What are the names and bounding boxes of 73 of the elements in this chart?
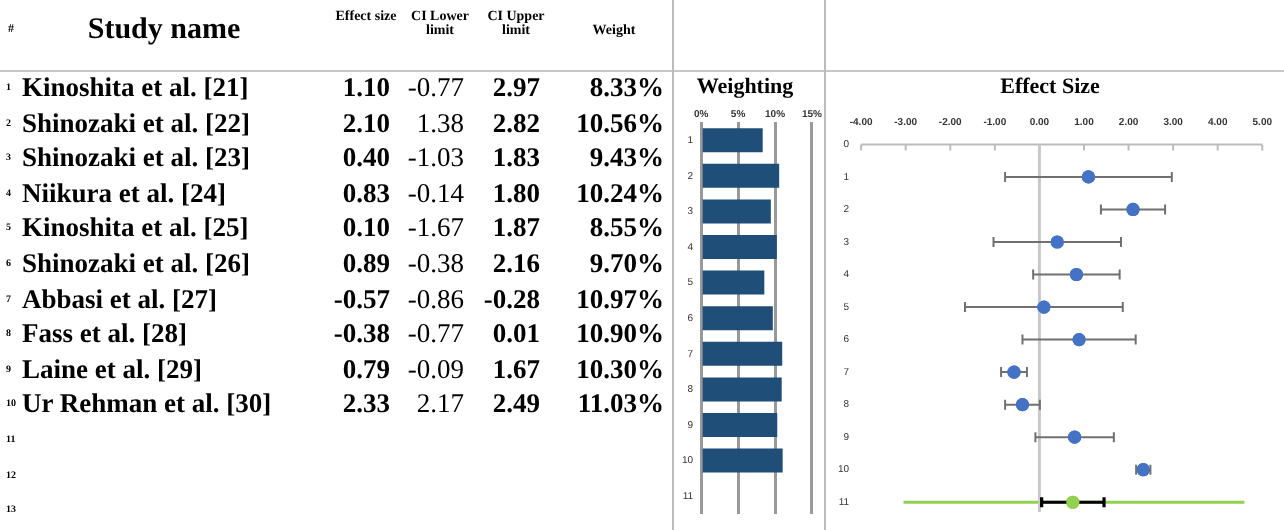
y-axis-title: Study name [85, 14, 243, 46]
y-tick-label: Shinozaki et al. [26] [22, 248, 251, 278]
data-label: 1.80 [492, 177, 540, 208]
bar [702, 128, 763, 153]
bar [702, 199, 771, 224]
data-label: -0.77 [407, 318, 464, 349]
bar [702, 234, 777, 260]
data-label: 2.10 [342, 107, 390, 138]
data-label: 10.30% [576, 353, 664, 384]
data-label: 1.67 [492, 353, 540, 384]
y-tick-label: Shinozaki et al. [23] [22, 142, 251, 173]
data-label: 10.24% [576, 177, 664, 208]
data-label: 0.89 [342, 248, 390, 278]
y-tick-label: Fass et al. [28] [22, 318, 187, 349]
point [1007, 365, 1021, 379]
chart-title: Weighting [696, 74, 795, 99]
data-label: 1.10 [342, 72, 390, 102]
data-label: 0.40 [342, 142, 390, 173]
data-label: 0.10 [342, 212, 390, 243]
data-label: 1.38 [416, 107, 464, 138]
data-label: -0.14 [407, 177, 464, 208]
data-label: 10.56% [576, 107, 664, 138]
point [1068, 430, 1082, 444]
data-label: 2.97 [492, 72, 540, 102]
data-label: 9.43% [589, 142, 664, 173]
chart-title: Effect Size [1000, 74, 1101, 99]
y-tick-label: Laine et al. [29] [22, 353, 202, 384]
point [1066, 495, 1080, 509]
data-label: 1.83 [492, 142, 540, 173]
data-label: 2.17 [416, 388, 464, 419]
data-label: 0.01 [492, 318, 540, 349]
bar [702, 270, 765, 295]
point [1126, 202, 1140, 217]
point [1081, 170, 1096, 184]
data-label: -1.67 [407, 212, 464, 243]
bar [702, 412, 778, 438]
bar [702, 306, 773, 331]
y-tick-label: Abbasi et al. [27] [22, 283, 217, 314]
data-label: 8.33% [589, 72, 664, 102]
data-label: 2.33 [342, 388, 390, 419]
data-label: 8.55% [589, 212, 664, 243]
data-label: -0.28 [483, 283, 540, 314]
data-label: -0.86 [407, 283, 464, 314]
point [1050, 235, 1064, 249]
data-label: -0.38 [333, 318, 390, 349]
point [1072, 332, 1086, 347]
data-label: 0.79 [342, 353, 390, 384]
data-label: 2.82 [492, 107, 540, 138]
data-label: -0.09 [407, 353, 464, 384]
y-tick-label: Kinoshita et al. [21] [22, 72, 249, 102]
point [1037, 300, 1051, 314]
bar [702, 448, 783, 473]
point [1069, 267, 1083, 282]
point [1015, 398, 1030, 412]
bar [702, 377, 782, 402]
data-label: -0.38 [407, 248, 464, 278]
y-tick-label: Niikura et al. [24] [22, 177, 226, 208]
bar [702, 163, 780, 188]
data-label: -1.03 [407, 142, 464, 173]
y-tick-label: Kinoshita et al. [25] [22, 212, 249, 243]
data-label: 2.16 [492, 248, 540, 278]
y-tick-label: Ur Rehman et al. [30] [22, 388, 272, 419]
y-tick-label: Shinozaki et al. [22] [22, 107, 251, 138]
data-label: -0.57 [333, 283, 390, 314]
data-label: 2.49 [492, 388, 540, 419]
data-label: 11.03% [577, 388, 664, 419]
data-label: 9.70% [589, 248, 664, 278]
data-label: 10.97% [576, 283, 664, 314]
data-label: -0.77 [407, 72, 464, 102]
data-label: 0.83 [342, 177, 390, 208]
data-label: 10.90% [576, 318, 664, 349]
bar [702, 341, 783, 366]
data-label: 1.87 [492, 212, 540, 243]
